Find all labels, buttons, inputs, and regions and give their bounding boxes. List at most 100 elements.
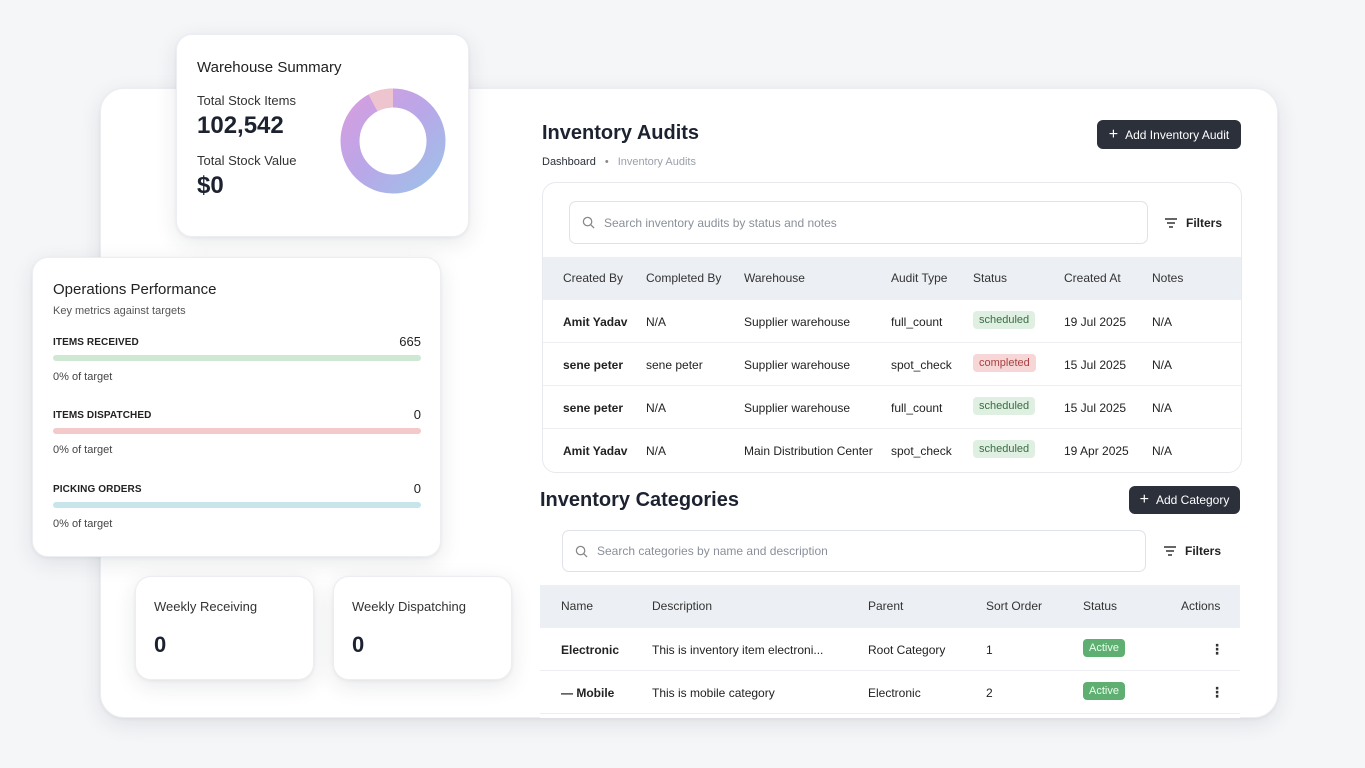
more-actions-icon[interactable]: ⋮ — [1210, 684, 1224, 700]
cell-name: — Mobile — [561, 686, 615, 700]
add-inventory-audit-button[interactable]: + Add Inventory Audit — [1097, 120, 1241, 149]
col-status[interactable]: Status — [1083, 599, 1118, 613]
breadcrumb: Dashboard • Inventory Audits — [542, 156, 696, 168]
col-sort-order[interactable]: Sort Order — [986, 599, 1043, 613]
cell-created-at: 15 Jul 2025 — [1064, 358, 1127, 372]
col-notes[interactable]: Notes — [1152, 271, 1184, 285]
col-created-at[interactable]: Created At — [1064, 271, 1121, 285]
cell-warehouse: Supplier warehouse — [744, 358, 851, 372]
operations-performance-card: Operations Performance Key metrics again… — [32, 257, 441, 557]
categories-filters-button[interactable]: Filters — [1163, 544, 1221, 558]
audits-filters-button[interactable]: Filters — [1164, 216, 1222, 230]
col-completed-by[interactable]: Completed By — [646, 271, 722, 285]
cell-created-at: 15 Jul 2025 — [1064, 401, 1127, 415]
cell-description: This is mobile category — [652, 686, 775, 700]
cell-parent: Root Category — [868, 643, 946, 657]
categories-table: Name Description Parent Sort Order Statu… — [540, 585, 1240, 718]
total-stock-items-label: Total Stock Items — [197, 93, 296, 108]
metric-target: 0% of target — [53, 371, 113, 383]
cell-sort-order: 1 — [986, 643, 993, 657]
col-description[interactable]: Description — [652, 599, 713, 613]
weekly-receiving-value: 0 — [154, 632, 167, 657]
cell-warehouse: Supplier warehouse — [744, 315, 851, 329]
cell-created-by: sene peter — [563, 401, 624, 415]
plus-icon: + — [1108, 125, 1119, 143]
cell-completed-by: sene peter — [646, 358, 703, 372]
operations-title: Operations Performance — [53, 281, 217, 298]
cell-audit-type: full_count — [891, 401, 943, 415]
metric-name: ITEMS DISPATCHED — [53, 410, 152, 421]
col-warehouse[interactable]: Warehouse — [744, 271, 805, 285]
audits-table-header: Created By Completed By Warehouse Audit … — [543, 257, 1241, 300]
add-inventory-audit-label: Add Inventory Audit — [1125, 127, 1230, 142]
status-badge: completed — [973, 354, 1036, 372]
categories-table-header: Name Description Parent Sort Order Statu… — [540, 585, 1240, 628]
table-row[interactable]: Amit Yadav N/A Supplier warehouse full_c… — [543, 300, 1241, 343]
operations-subtitle: Key metrics against targets — [53, 305, 186, 317]
status-badge: scheduled — [973, 397, 1036, 415]
status-badge: Active — [1083, 682, 1125, 700]
cell-completed-by: N/A — [646, 315, 667, 329]
table-row[interactable]: sene peter N/A Supplier warehouse full_c… — [543, 386, 1241, 429]
cell-warehouse: Supplier warehouse — [744, 401, 851, 415]
col-audit-type[interactable]: Audit Type — [891, 271, 948, 285]
cell-completed-by: N/A — [646, 444, 667, 458]
col-status[interactable]: Status — [973, 271, 1008, 285]
cell-notes: N/A — [1152, 358, 1173, 372]
status-badge: scheduled — [973, 311, 1036, 329]
cell-created-by: Amit Yadav — [563, 315, 628, 329]
cell-notes: N/A — [1152, 315, 1173, 329]
audits-search-placeholder: Search inventory audits by status and no… — [604, 215, 837, 230]
cell-created-at: 19 Apr 2025 — [1064, 444, 1129, 458]
warehouse-summary-title: Warehouse Summary — [197, 59, 342, 76]
cell-sort-order: 2 — [986, 686, 993, 700]
add-category-button[interactable]: + Add Category — [1129, 486, 1240, 514]
weekly-dispatching-value: 0 — [352, 632, 365, 657]
breadcrumb-current: Inventory Audits — [617, 156, 696, 168]
more-actions-icon[interactable]: ⋮ — [1210, 641, 1224, 657]
progress-bar — [53, 502, 421, 508]
table-row[interactable]: Amit Yadav N/A Main Distribution Center … — [543, 429, 1241, 472]
status-badge: scheduled — [973, 440, 1036, 458]
total-stock-value-value: $0 — [197, 172, 224, 199]
col-created-by[interactable]: Created By — [563, 271, 624, 285]
categories-search-input[interactable]: Search categories by name and descriptio… — [562, 530, 1146, 572]
categories-title: Inventory Categories — [540, 489, 739, 511]
cell-created-by: sene peter — [563, 358, 624, 372]
metric-value: 0 — [413, 407, 421, 422]
col-actions: Actions — [1181, 599, 1221, 613]
col-parent[interactable]: Parent — [868, 599, 904, 613]
metric-target: 0% of target — [53, 444, 113, 456]
metric-name: PICKING ORDERS — [53, 484, 142, 495]
cell-notes: N/A — [1152, 401, 1173, 415]
cell-parent: Electronic — [868, 686, 921, 700]
filter-icon — [1165, 218, 1177, 228]
audits-search-input[interactable]: Search inventory audits by status and no… — [569, 201, 1148, 244]
weekly-receiving-card: Weekly Receiving 0 — [135, 576, 314, 680]
cell-completed-by: N/A — [646, 401, 667, 415]
table-row[interactable]: sene peter sene peter Supplier warehouse… — [543, 343, 1241, 386]
total-stock-value-label: Total Stock Value — [197, 153, 297, 168]
table-row[interactable]: — Mobile This is mobile category Electro… — [540, 671, 1240, 714]
cell-name: Electronic — [561, 643, 620, 657]
audits-filters-label: Filters — [1186, 216, 1223, 230]
donut-segment-pink — [368, 88, 394, 112]
progress-bar — [53, 428, 421, 434]
weekly-dispatching-card: Weekly Dispatching 0 — [333, 576, 512, 680]
breadcrumb-dashboard[interactable]: Dashboard — [542, 156, 596, 168]
plus-icon: + — [1139, 491, 1149, 508]
weekly-dispatching-label: Weekly Dispatching — [352, 599, 466, 614]
cell-description: This is inventory item electroni... — [652, 643, 824, 657]
col-name[interactable]: Name — [561, 599, 594, 613]
categories-search-placeholder: Search categories by name and descriptio… — [597, 544, 828, 558]
stock-donut-chart — [340, 88, 446, 194]
cell-warehouse: Main Distribution Center — [744, 444, 873, 458]
categories-filters-label: Filters — [1185, 544, 1222, 558]
table-row[interactable]: Electronic This is inventory item electr… — [540, 628, 1240, 671]
search-icon — [575, 545, 588, 558]
breadcrumb-separator: • — [604, 156, 609, 168]
weekly-receiving-label: Weekly Receiving — [154, 599, 258, 614]
status-badge: Active — [1083, 639, 1125, 657]
total-stock-items-value: 102,542 — [197, 112, 284, 139]
cell-notes: N/A — [1152, 444, 1173, 458]
